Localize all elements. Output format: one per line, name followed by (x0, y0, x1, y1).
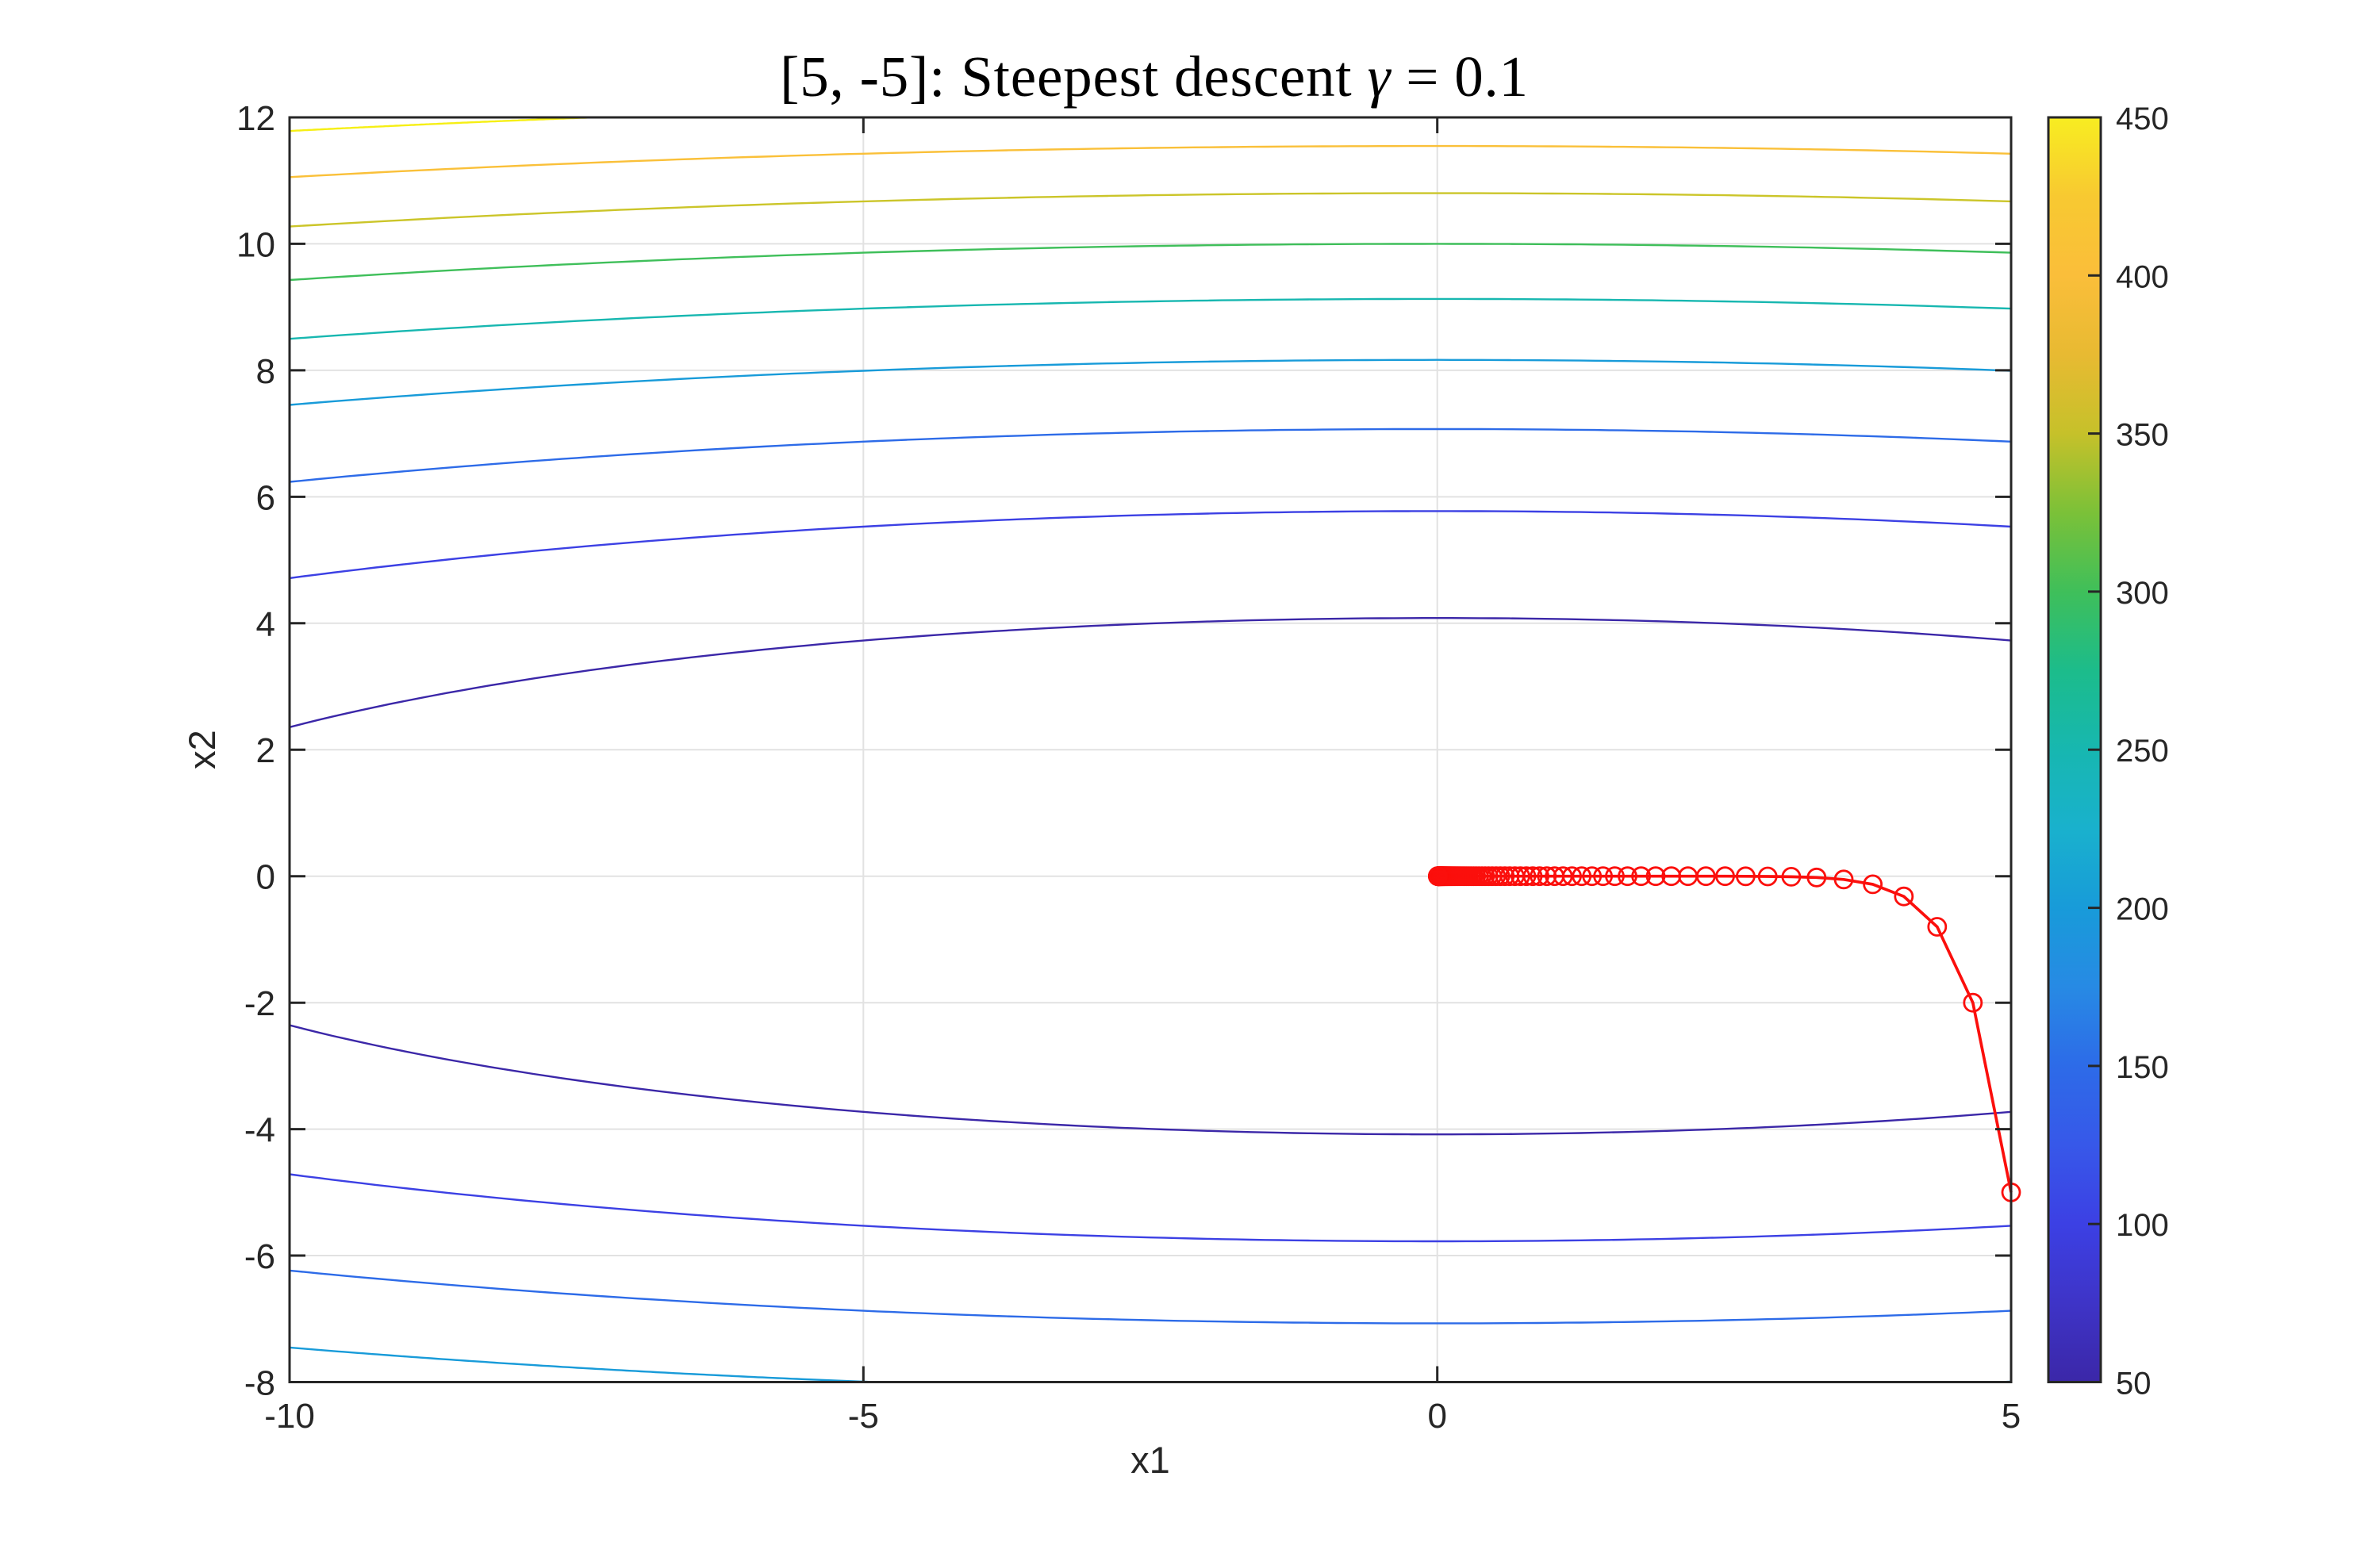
svg-text:400: 400 (2116, 259, 2169, 294)
svg-text:300: 300 (2116, 576, 2169, 611)
svg-text:-8: -8 (244, 1364, 275, 1403)
svg-text:100: 100 (2116, 1208, 2169, 1243)
svg-text:-5: -5 (848, 1397, 879, 1436)
svg-text:x1: x1 (1130, 1439, 1170, 1481)
svg-text:x2: x2 (181, 730, 223, 769)
svg-text:350: 350 (2116, 418, 2169, 453)
svg-text:-6: -6 (244, 1237, 275, 1276)
svg-text:10: 10 (236, 225, 275, 264)
svg-text:-4: -4 (244, 1111, 275, 1150)
svg-text:-2: -2 (244, 984, 275, 1023)
svg-text:200: 200 (2116, 892, 2169, 927)
svg-text:8: 8 (256, 352, 275, 391)
svg-text:2: 2 (256, 731, 275, 770)
svg-text:[5, -5]: Steepest descent γ =: [5, -5]: Steepest descent γ = 0.1 (780, 44, 1529, 109)
svg-text:0: 0 (1427, 1397, 1446, 1436)
svg-text:0: 0 (256, 858, 275, 897)
svg-text:50: 50 (2116, 1367, 2152, 1402)
svg-text:150: 150 (2116, 1050, 2169, 1085)
svg-text:4: 4 (256, 605, 275, 644)
svg-text:-10: -10 (264, 1397, 315, 1436)
svg-text:450: 450 (2116, 102, 2169, 136)
svg-text:12: 12 (236, 99, 275, 138)
svg-text:5: 5 (2002, 1397, 2021, 1436)
svg-text:250: 250 (2116, 734, 2169, 769)
svg-text:6: 6 (256, 478, 275, 517)
